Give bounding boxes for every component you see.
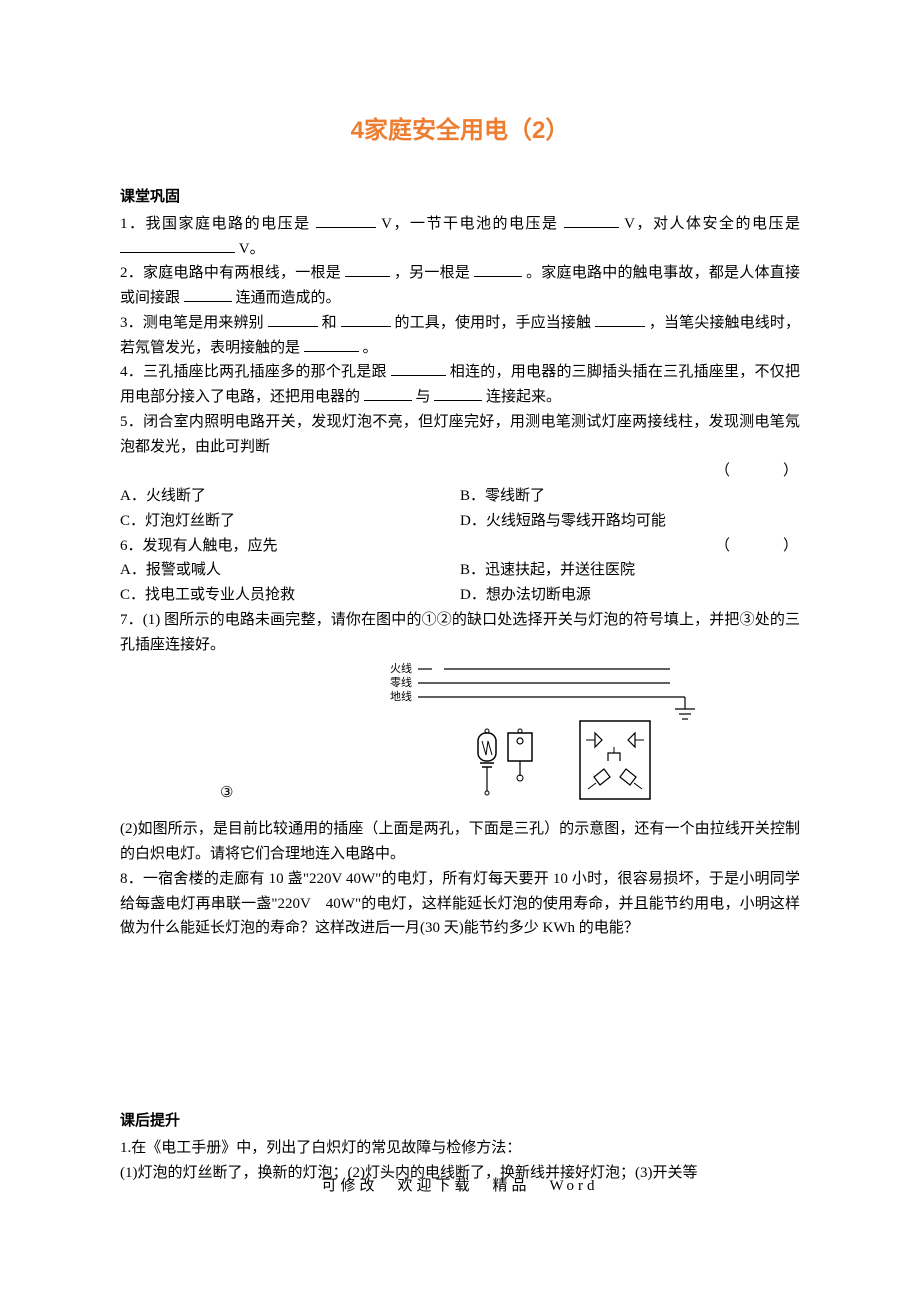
blank [184,286,232,302]
question-3: 3．测电笔是用来辨别 和 的工具，使用时，手应当接触 ，当笔尖接触电线时，若氖管… [120,311,800,361]
q2-text-a: 2．家庭电路中有两根线，一根是 [120,265,341,281]
socket-icon [580,721,650,799]
question-5-stem: 5．闭合室内照明电路开关，发现灯泡不亮，但灯座完好，用测电笔测试灯座两接线柱，发… [120,410,800,460]
blank [316,212,376,228]
question-5-paren-row: （ ） [120,459,800,484]
q1-text-c: V，对人体安全的电压是 [624,216,800,232]
q2-text-b: ，另一根是 [394,265,470,281]
question-5-options-2: C．灯泡灯丝断了 D．火线短路与零线开路均可能 [120,509,800,534]
q6-text: 6．发现有人触电，应先 [120,534,278,559]
blank [268,311,318,327]
figure-svg-wrap: 火线 零线 地线 [390,661,800,811]
section-heading-2: 课后提升 [120,1109,800,1134]
q4-text-d: 连接起来。 [486,389,561,405]
blank [304,336,359,352]
option-B: B．零线断了 [460,484,800,509]
question-6-stem: 6．发现有人触电，应先 （ ） [120,534,800,559]
option-A: A．火线断了 [120,484,460,509]
homework-1: 1.在《电工手册》中，列出了白炽灯的常见故障与检修方法： [120,1136,800,1161]
label-neutral-wire: 零线 [390,675,412,689]
question-7-stem: 7．(1) 图所示的电路未画完整，请你在图中的①②的缺口处选择开关与灯泡的符号填… [120,608,800,658]
answer-paren: （ ） [715,459,800,484]
blank [391,360,446,376]
q4-text-a: 4．三孔插座比两孔插座多的那个孔是跟 [120,364,387,380]
circuit-figure: ③ 火线 零线 地线 [120,661,800,811]
label-fire-wire: 火线 [390,661,412,675]
option-A: A．报警或喊人 [120,558,460,583]
question-2: 2．家庭电路中有两根线，一根是 ，另一根是 。家庭电路中的触电事故，都是人体直接… [120,261,800,311]
q1-text-d: V。 [239,241,265,257]
q4-text-c: 与 [416,389,431,405]
blank [120,237,235,253]
label-ground-wire: 地线 [390,689,412,703]
q1-text-b: V，一节干电池的电压是 [381,216,558,232]
section-heading-1: 课堂巩固 [120,185,800,210]
question-8: 8．一宿舍楼的走廊有 10 盏"220V 40W"的电灯，所有灯每天要开 10 … [120,867,800,941]
blank [341,311,391,327]
blank [564,212,619,228]
option-D: D．火线短路与零线开路均可能 [460,509,800,534]
option-D: D．想办法切断电源 [460,583,800,608]
q1-text-a: 1．我国家庭电路的电压是 [120,216,311,232]
q2-text-d: 连通而造成的。 [236,290,341,306]
circuit-diagram-icon: 火线 零线 地线 [390,661,700,811]
bulb-icon [478,729,496,795]
blank [345,261,390,277]
page-footer: 可修改 欢迎下载 精品 Word [0,1174,920,1195]
question-4: 4．三孔插座比两孔插座多的那个孔是跟 相连的，用电器的三脚插头插在三孔插座里，不… [120,360,800,410]
question-6-options-2: C．找电工或专业人员抢救 D．想办法切断电源 [120,583,800,608]
q3-text-b: 和 [322,315,337,331]
question-1: 1．我国家庭电路的电压是 V，一节干电池的电压是 V，对人体安全的电压是 V。 [120,212,800,262]
option-B: B．迅速扶起，并送往医院 [460,558,800,583]
blank [474,261,522,277]
workspace-blank [120,941,800,1101]
option-C: C．找电工或专业人员抢救 [120,583,460,608]
blank [364,385,412,401]
q3-text-c: 的工具，使用时，手应当接触 [394,315,591,331]
page-title: 4家庭安全用电（2） [120,110,800,145]
circled-3: ③ [120,781,233,806]
q3-text-e: 。 [363,340,378,356]
blank [595,311,645,327]
blank [434,385,482,401]
answer-paren: （ ） [715,534,800,559]
question-6-options: A．报警或喊人 B．迅速扶起，并送往医院 [120,558,800,583]
figure-left-spacer: ③ [120,661,390,811]
switch-icon [508,729,532,781]
option-C: C．灯泡灯丝断了 [120,509,460,534]
q3-text-a: 3．测电笔是用来辨别 [120,315,264,331]
worksheet-page: 4家庭安全用电（2） 课堂巩固 1．我国家庭电路的电压是 V，一节干电池的电压是… [0,0,920,1245]
q5-text: 5．闭合室内照明电路开关，发现灯泡不亮，但灯座完好，用测电笔测试灯座两接线柱，发… [120,410,800,460]
question-5-options: A．火线断了 B．零线断了 [120,484,800,509]
question-7-2: (2)如图所示，是目前比较通用的插座（上面是两孔，下面是三孔）的示意图，还有一个… [120,817,800,867]
